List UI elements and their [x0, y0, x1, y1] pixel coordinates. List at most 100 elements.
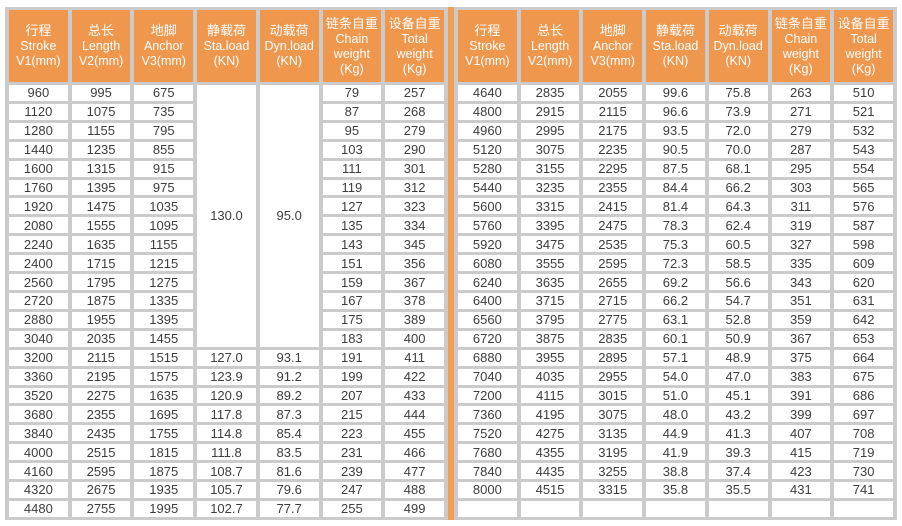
- header-label-en: Chain: [335, 31, 369, 46]
- data-cell: 1795: [71, 274, 131, 290]
- data-cell: 2535: [583, 236, 643, 253]
- data-cell: 2435: [71, 425, 131, 442]
- data-cell: 114.8: [197, 425, 256, 442]
- data-cell: 1275: [134, 274, 194, 290]
- data-cell: 3475: [520, 236, 580, 253]
- data-cell: 2415: [583, 198, 643, 215]
- data-cell: 81.6: [259, 463, 319, 480]
- table-row: 1280 1155 795 95 279: [9, 122, 444, 139]
- data-cell: 72.3: [646, 255, 705, 272]
- data-cell: 3015: [583, 387, 643, 404]
- spec-table-left: 行程 Stroke V1(mm) 总长 Length V2(mm) 地脚 Anchor V3(m…: [5, 7, 448, 520]
- data-cell: 2195: [71, 368, 131, 385]
- data-cell: 543: [834, 141, 893, 158]
- data-cell: 422: [385, 368, 444, 385]
- data-cell: 521: [834, 103, 893, 120]
- data-cell: 2035: [71, 330, 131, 347]
- data-cell: 4515: [520, 482, 580, 498]
- table-row: 4480 2755 1995 102.7 77.7 255 499: [9, 500, 444, 517]
- data-cell: 433: [385, 387, 444, 404]
- data-cell: 2080: [9, 217, 68, 234]
- data-cell: 1235: [71, 141, 131, 158]
- data-cell: 2055: [583, 85, 643, 101]
- data-cell: 3075: [583, 406, 643, 423]
- data-cell: 359: [771, 311, 831, 328]
- data-cell: 2235: [583, 141, 643, 158]
- data-cell: 6240: [458, 274, 517, 290]
- data-cell: 2655: [583, 274, 643, 290]
- table-row: 5600 3315 2415 81.4 64.3 311 576: [458, 198, 893, 215]
- data-cell: 3795: [520, 311, 580, 328]
- data-cell: 41.9: [646, 444, 705, 461]
- data-cell: 4800: [458, 103, 517, 120]
- data-cell: 1475: [71, 198, 131, 215]
- data-cell: 130.0: [197, 85, 256, 347]
- data-cell: 95.0: [259, 85, 319, 347]
- data-cell: 183: [322, 330, 382, 347]
- data-cell: 510: [834, 85, 893, 101]
- data-cell: 135: [322, 217, 382, 234]
- data-cell: 1315: [71, 160, 131, 177]
- table-row: 5120 3075 2235 90.5 70.0 287 543: [458, 141, 893, 158]
- data-cell: 3255: [583, 463, 643, 480]
- header-label-zh: 总长: [88, 23, 115, 38]
- data-cell: 1095: [134, 217, 194, 234]
- data-cell: 444: [385, 406, 444, 423]
- header-label-zh: 行程: [474, 23, 501, 38]
- spec-table-left-header: 行程 Stroke V1(mm) 总长 Length V2(mm) 地脚 Anchor V3(m…: [9, 10, 444, 82]
- center-divider: [448, 7, 454, 520]
- data-cell: 2715: [583, 292, 643, 309]
- data-cell: 399: [771, 406, 831, 423]
- header-label-en: Stroke: [469, 39, 506, 53]
- data-cell: 400: [385, 330, 444, 347]
- header-label-zh: 链条自重: [774, 15, 827, 31]
- header-cell: 链条自重 Chain weight (Kg): [322, 10, 382, 82]
- data-cell: 75.3: [646, 236, 705, 253]
- data-cell: 93.5: [646, 122, 705, 139]
- header-label-zh: 总长: [537, 23, 564, 38]
- data-cell: 1155: [134, 236, 194, 253]
- data-cell: 3680: [9, 406, 68, 423]
- data-cell: 4000: [9, 444, 68, 461]
- empty-cell: [583, 500, 643, 517]
- header-cell: 链条自重 Chain weight (Kg): [771, 10, 831, 82]
- data-cell: 60.1: [646, 330, 705, 347]
- table-row: 7200 4115 3015 51.0 45.1 391 686: [458, 387, 893, 404]
- data-cell: 2775: [583, 311, 643, 328]
- data-cell: 2355: [71, 406, 131, 423]
- header-label-en: Dyn.load: [713, 39, 763, 53]
- data-cell: 411: [385, 349, 444, 366]
- data-cell: 35.8: [646, 482, 705, 498]
- data-cell: 4640: [458, 85, 517, 101]
- data-cell: 117.8: [197, 406, 256, 423]
- data-cell: 3520: [9, 387, 68, 404]
- data-cell: 5600: [458, 198, 517, 215]
- data-cell: 708: [834, 425, 893, 442]
- data-cell: 167: [322, 292, 382, 309]
- table-row: 7840 4435 3255 38.8 37.4 423 730: [458, 463, 893, 480]
- table-row: 2080 1555 1095 135 334: [9, 217, 444, 234]
- data-cell: 664: [834, 349, 893, 366]
- data-cell: 587: [834, 217, 893, 234]
- data-cell: 99.6: [646, 85, 705, 101]
- data-cell: 47.0: [708, 368, 768, 385]
- data-cell: 675: [134, 85, 194, 101]
- table-row: 1440 1235 855 103 290: [9, 141, 444, 158]
- data-cell: 81.4: [646, 198, 705, 215]
- data-cell: 2355: [583, 179, 643, 196]
- data-cell: 1715: [71, 255, 131, 272]
- spec-table-right-header: 行程 Stroke V1(mm) 总长 Length V2(mm) 地脚 Anchor V3(m…: [458, 10, 893, 82]
- data-cell: 70.0: [708, 141, 768, 158]
- data-cell: 391: [771, 387, 831, 404]
- header-label-en: Total: [401, 31, 428, 46]
- data-cell: 4275: [520, 425, 580, 442]
- data-cell: 271: [771, 103, 831, 120]
- data-cell: 279: [771, 122, 831, 139]
- empty-cell: [646, 500, 705, 517]
- data-cell: 301: [385, 160, 444, 177]
- data-cell: 57.1: [646, 349, 705, 366]
- data-cell: 41.3: [708, 425, 768, 442]
- header-label-zh: 链条自重: [325, 15, 378, 31]
- data-cell: 960: [9, 85, 68, 101]
- data-cell: 87.3: [259, 406, 319, 423]
